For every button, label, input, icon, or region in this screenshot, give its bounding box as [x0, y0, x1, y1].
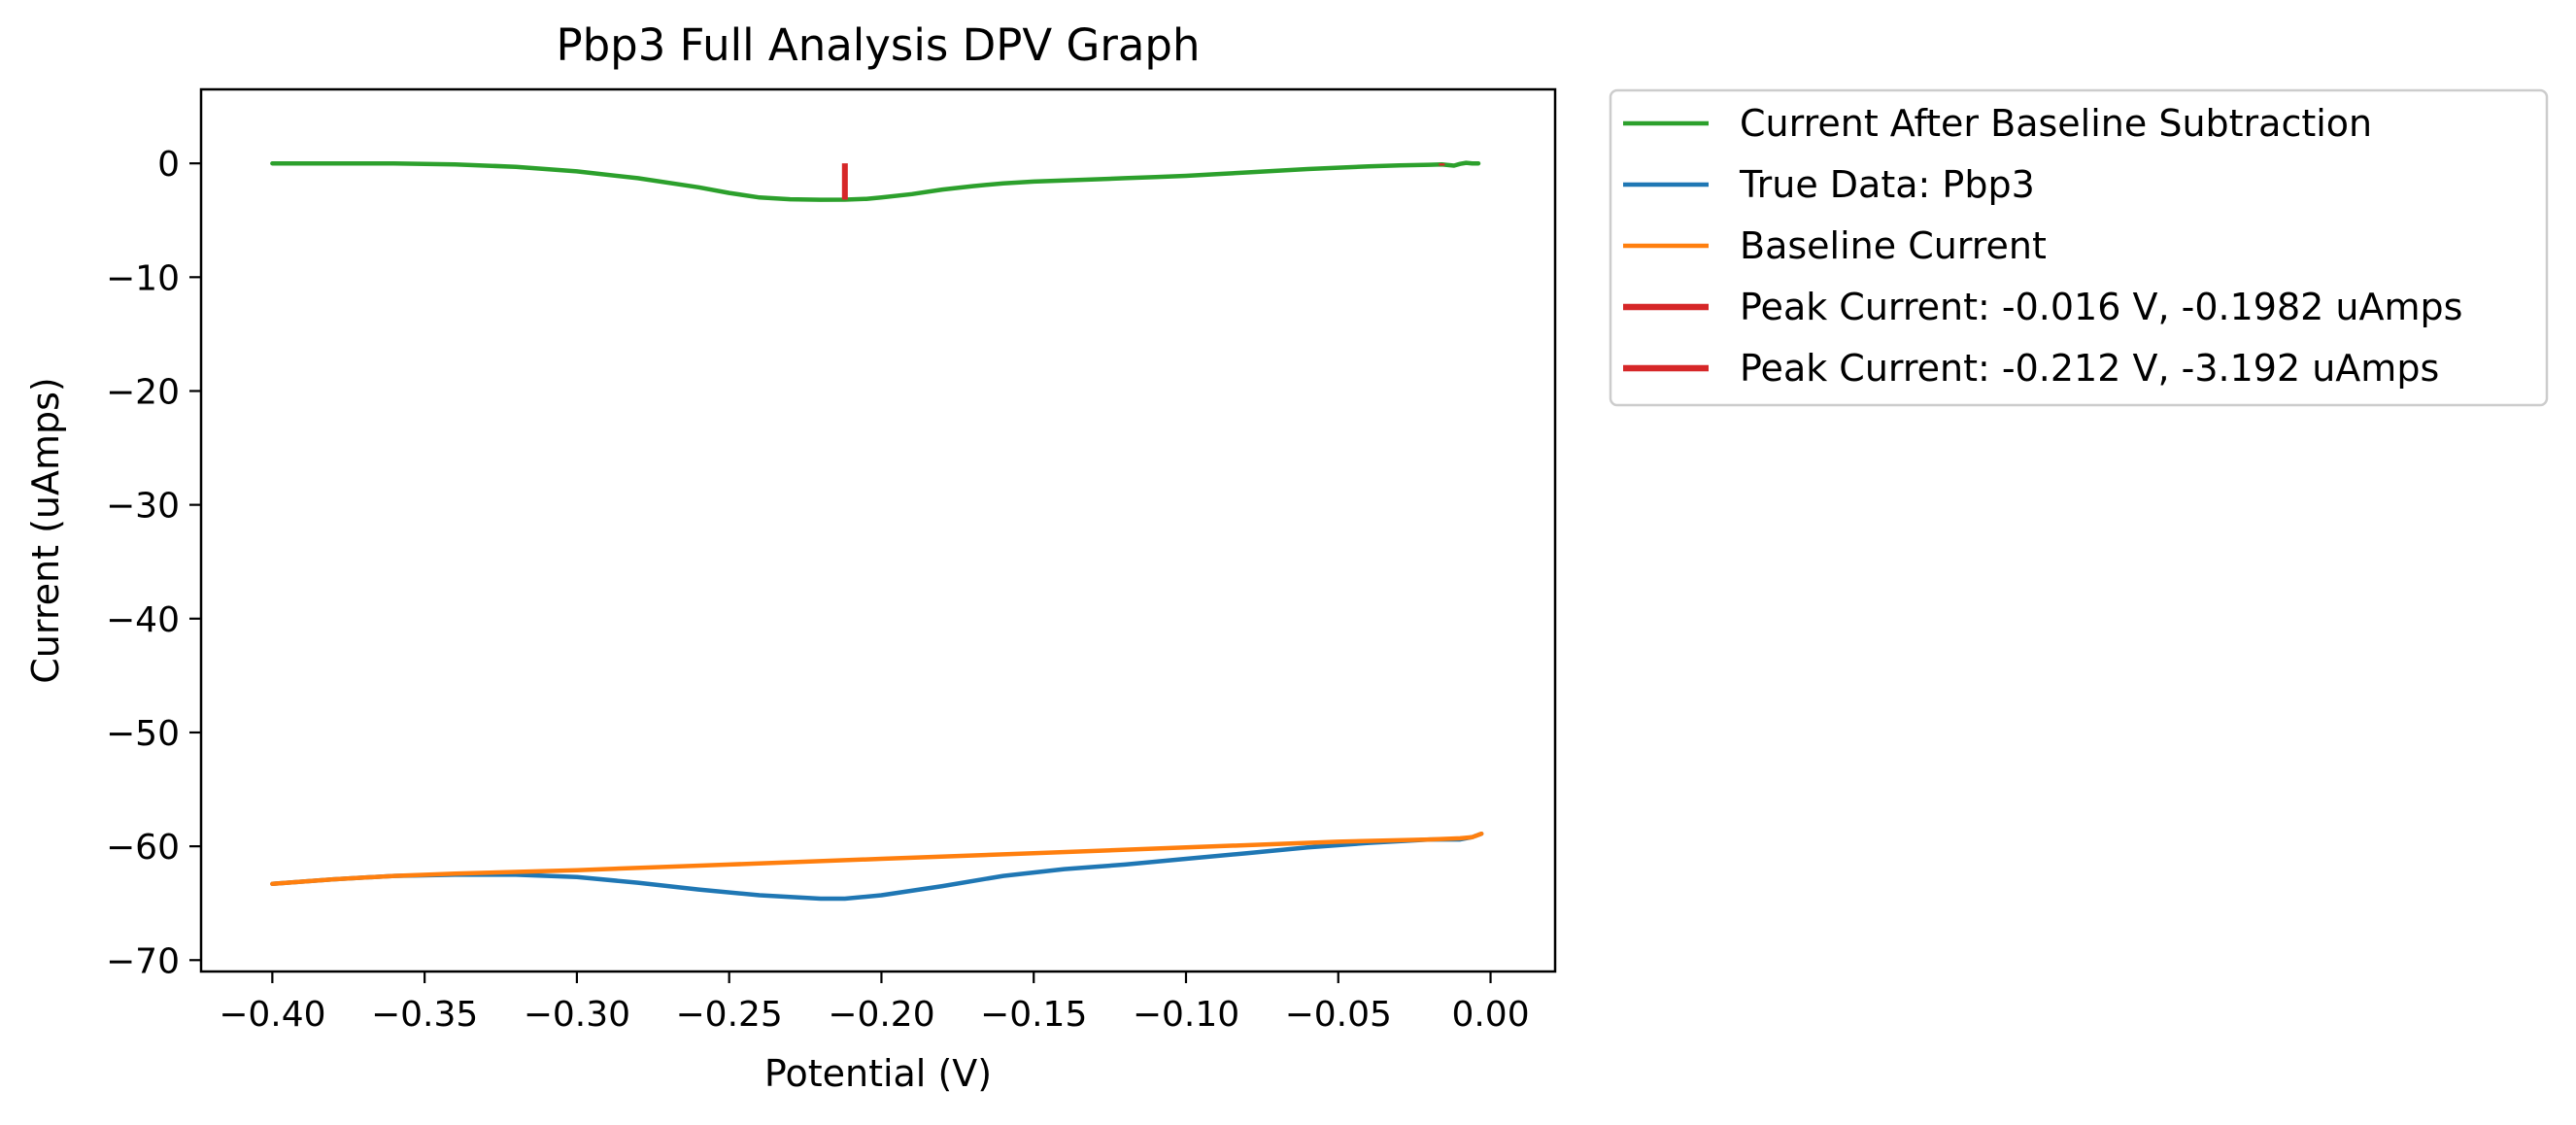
y-tick-label: −30 [106, 487, 180, 527]
y-tick-label: −20 [106, 372, 180, 412]
x-tick-label: −0.25 [676, 995, 783, 1035]
legend-label: True Data: Pbp3 [1739, 163, 2035, 206]
legend-label: Peak Current: -0.212 V, -3.192 uAmps [1740, 347, 2439, 390]
legend-label: Current After Baseline Subtraction [1740, 102, 2372, 145]
x-tick-label: −0.10 [1133, 995, 1239, 1035]
x-tick-label: −0.20 [828, 995, 934, 1035]
y-tick-label: −10 [106, 258, 180, 298]
y-tick-label: −40 [106, 600, 180, 640]
legend-frame [1609, 88, 2549, 407]
x-tick-label: 0.00 [1451, 995, 1529, 1035]
x-tick-label: −0.40 [219, 995, 325, 1035]
y-tick-label: 0 [157, 145, 180, 185]
y-axis: 0 −10 −20 −30 −40 −50 −60 −70 [106, 145, 201, 981]
y-axis-label: Current (uAmps) [24, 377, 67, 683]
legend: Current After Baseline Subtraction True D… [1609, 88, 2549, 407]
x-axis: −0.40 −0.35 −0.30 −0.25 −0.20 −0.15 −0.10 −0.05… [219, 972, 1530, 1035]
x-tick-label: −0.15 [980, 995, 1087, 1035]
plot-frame [199, 87, 1557, 973]
y-tick-label: −60 [106, 828, 180, 868]
y-tick-label: −70 [106, 941, 180, 981]
plot-area [199, 87, 1557, 973]
y-tick-label: −50 [106, 714, 180, 754]
series-line-1 [270, 160, 1481, 202]
legend-label: Peak Current: -0.016 V, -0.1982 uAmps [1740, 286, 2462, 328]
x-axis-label: Potential (V) [764, 1052, 992, 1095]
x-tick-label: −0.05 [1285, 995, 1392, 1035]
chart-title: Pbp3 Full Analysis DPV Graph [556, 19, 1200, 71]
x-tick-label: −0.35 [371, 995, 478, 1035]
x-tick-label: −0.30 [524, 995, 630, 1035]
series-line-3 [270, 831, 1484, 887]
legend-label: Baseline Current [1740, 224, 2047, 267]
series-layer [270, 160, 1484, 902]
